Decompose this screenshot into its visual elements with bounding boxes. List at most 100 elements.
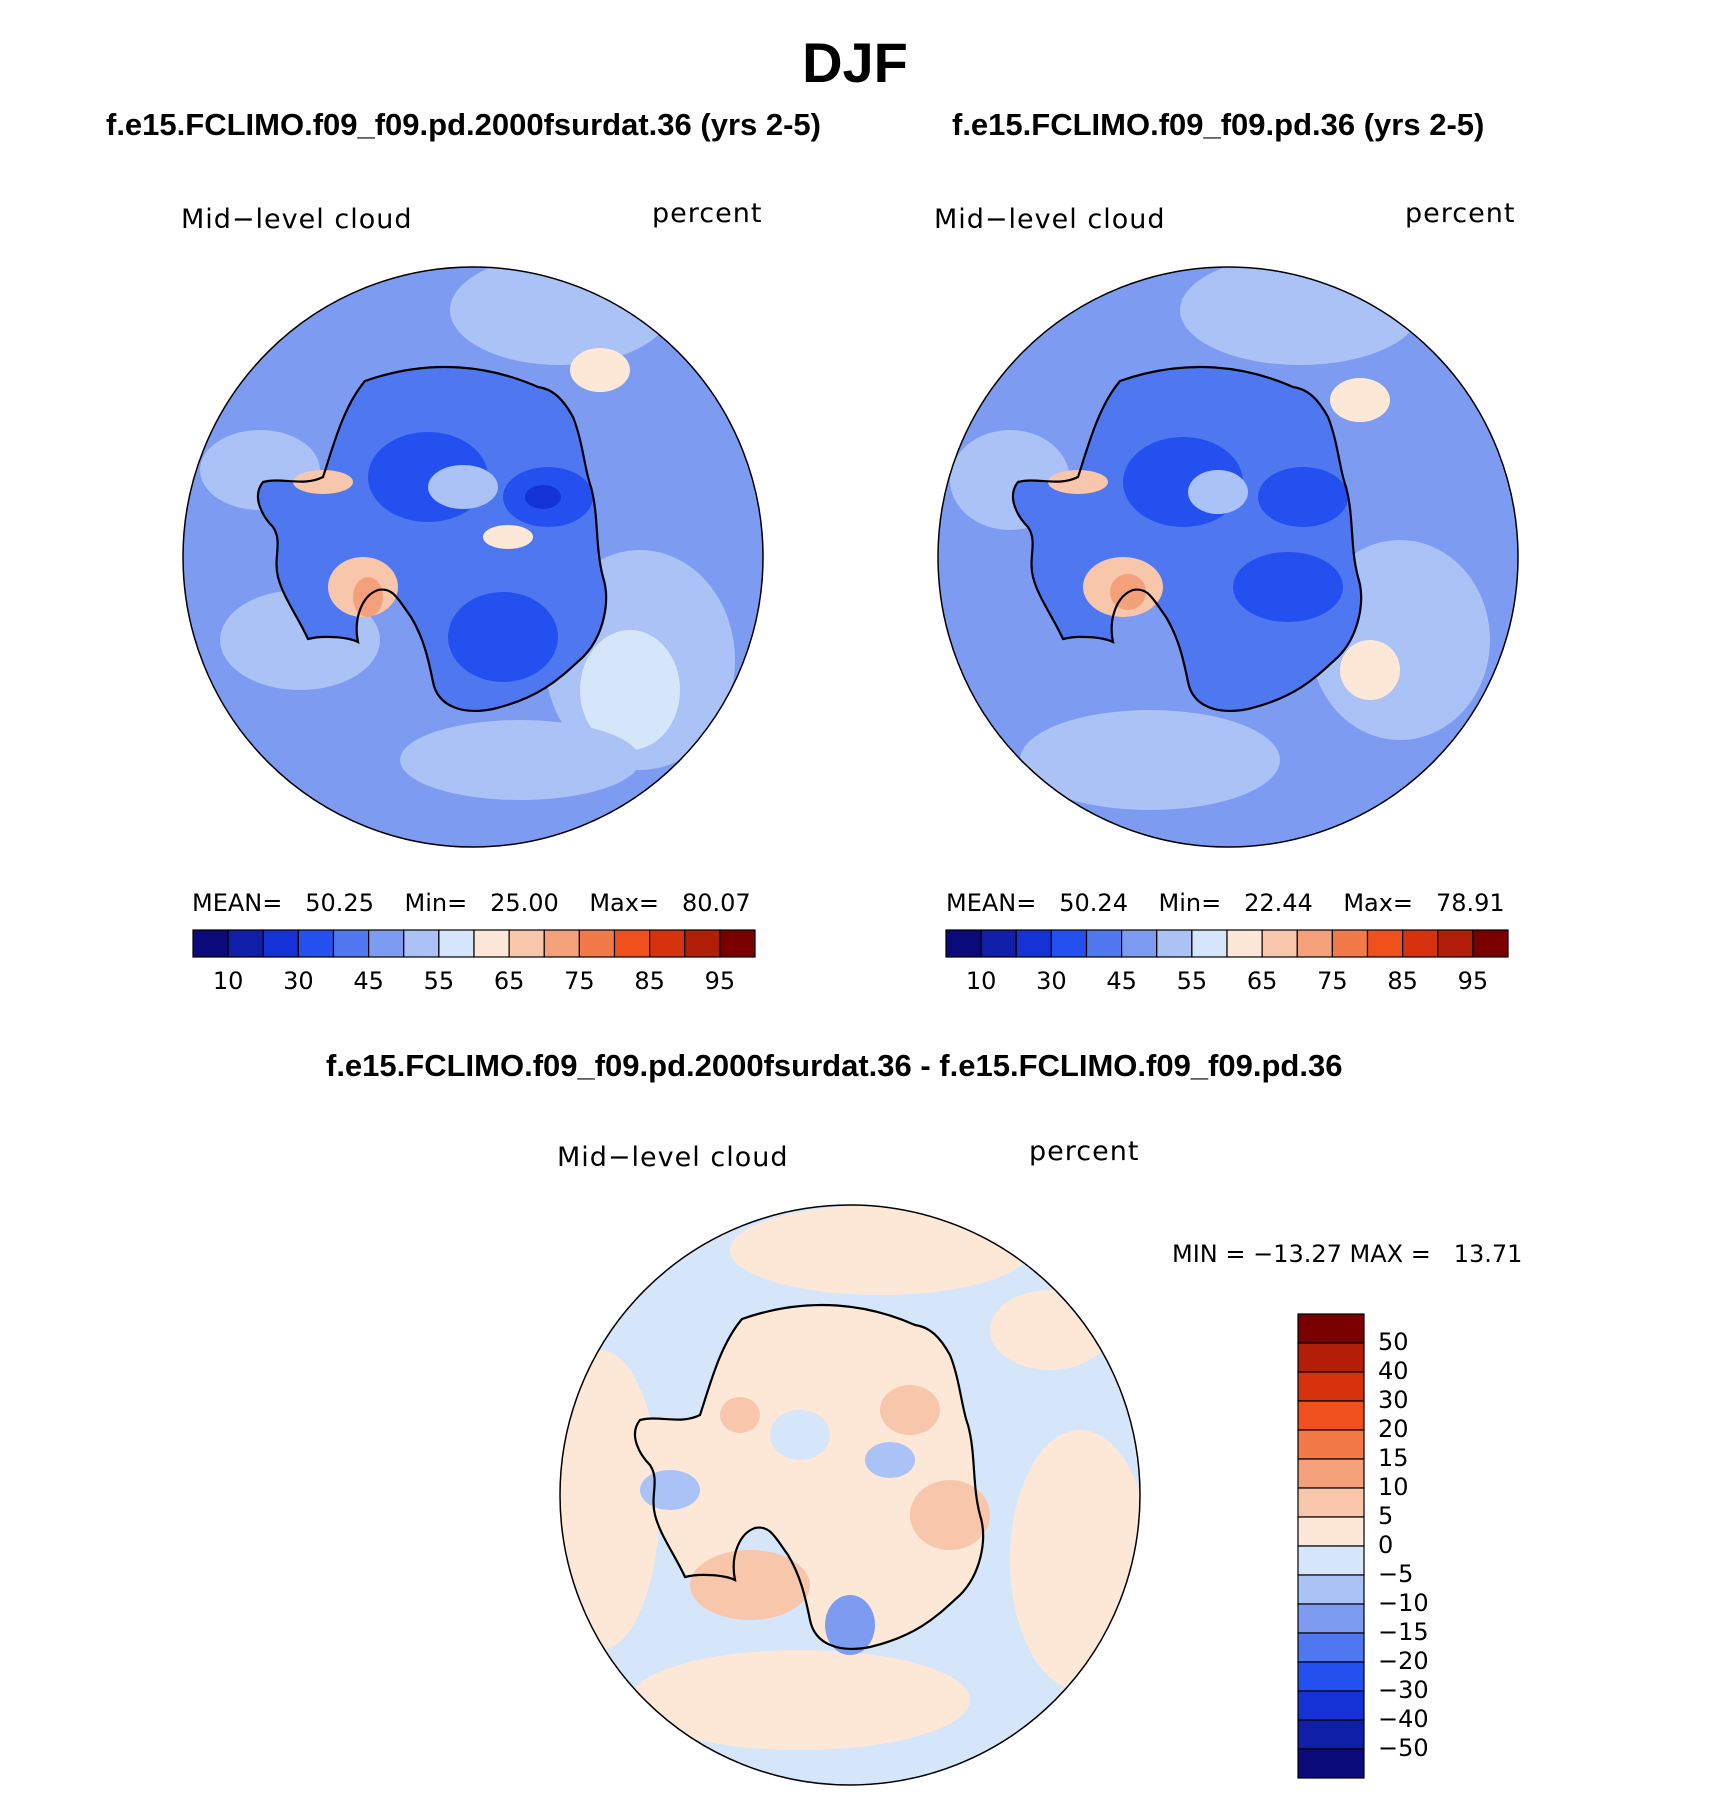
colorbar-tick-label: 95 <box>704 967 736 995</box>
colorbar-tick-label: −50 <box>1378 1734 1429 1762</box>
mean-value: 50.24 <box>1059 889 1128 917</box>
colorbar-tick-label: 10 <box>1378 1473 1409 1501</box>
map-left <box>182 266 764 848</box>
colorbar-swatch <box>368 929 405 958</box>
colorbar-swatch <box>1191 929 1228 958</box>
colorbar-swatch <box>945 929 982 958</box>
diff-minmax: MIN = −13.27 MAX = 13.71 <box>1172 1240 1523 1268</box>
stats-right: MEAN= 50.24 Min= 22.44 Max= 78.91 <box>946 889 1505 917</box>
colorbar-swatch <box>1366 929 1404 958</box>
colorbar-swatch <box>1261 929 1298 958</box>
colorbar-swatch <box>1297 1603 1365 1634</box>
colorbar-swatch <box>1297 1545 1365 1576</box>
colorbar-swatch <box>1472 929 1509 958</box>
colorbar-swatch <box>192 929 229 958</box>
colorbar-swatch <box>1297 1371 1365 1402</box>
colorbar-swatch <box>684 929 721 958</box>
colorbar-swatch <box>1402 929 1439 958</box>
colorbar-swatch <box>543 929 580 958</box>
colorbar-swatch <box>473 929 510 958</box>
variable-label-right: Mid−level cloud <box>934 204 1166 235</box>
case-title-left: f.e15.FCLIMO.f09_f09.pd.2000fsurdat.36 (… <box>106 107 821 142</box>
colorbar-tick-label: 85 <box>634 967 665 995</box>
min-value: 22.44 <box>1244 889 1313 917</box>
min-label: Min= <box>404 889 468 917</box>
colorbar-tick-label: −5 <box>1378 1560 1414 1588</box>
colorbar-swatch <box>403 929 440 958</box>
colorbar-tick-label: 75 <box>564 967 595 995</box>
page-title: DJF <box>802 31 908 94</box>
diff-variable-label: Mid−level cloud <box>557 1142 789 1173</box>
colorbar-tick-label: 50 <box>1378 1328 1409 1356</box>
colorbar-tick-label: 10 <box>965 967 997 995</box>
colorbar-tick-label: 30 <box>1036 967 1067 995</box>
colorbar-diff <box>1297 1313 1365 1779</box>
colorbar-swatch <box>719 929 756 958</box>
stats-left: MEAN= 50.25 Min= 25.00 Max= 80.07 <box>192 889 751 917</box>
colorbar-tick-label: −30 <box>1378 1676 1429 1704</box>
mean-value: 50.25 <box>305 889 374 917</box>
map-right <box>937 266 1519 848</box>
colorbar-tick-label: −40 <box>1378 1705 1429 1733</box>
colorbar-right <box>945 929 1509 958</box>
colorbar-tick-label: 85 <box>1387 967 1418 995</box>
colorbar-tick-label: 15 <box>1378 1444 1409 1472</box>
colorbar-swatch <box>1297 1690 1365 1721</box>
colorbar-swatch <box>649 929 686 958</box>
colorbar-left <box>192 929 756 958</box>
units-label-left: percent <box>652 198 763 229</box>
colorbar-tick-label: 40 <box>1378 1357 1409 1385</box>
colorbar-swatch <box>332 929 370 958</box>
diff-case-title: f.e15.FCLIMO.f09_f09.pd.2000fsurdat.36 -… <box>326 1048 1343 1083</box>
colorbar-swatch <box>1226 929 1263 958</box>
colorbar-swatch <box>297 929 335 958</box>
max-value: 80.07 <box>681 889 751 917</box>
colorbar-swatch <box>1156 929 1193 958</box>
colorbar-tick-label: 5 <box>1378 1502 1394 1530</box>
colorbar-tick-label: 45 <box>1106 967 1137 995</box>
colorbar-tick-label: 20 <box>1378 1415 1409 1443</box>
max-label: Max= <box>1343 889 1414 917</box>
colorbar-tick-label: 30 <box>283 967 314 995</box>
min-value: 25.00 <box>490 889 559 917</box>
colorbar-swatch <box>1297 1429 1365 1460</box>
colorbar-swatch <box>1297 1574 1365 1605</box>
colorbar-swatch <box>262 929 299 958</box>
colorbar-swatch <box>1297 1400 1365 1431</box>
map-diff <box>559 1204 1141 1786</box>
diff-units-label: percent <box>1029 1136 1140 1167</box>
max-label: Max= <box>589 889 660 917</box>
colorbar-swatch <box>1297 1516 1365 1547</box>
colorbar-tick-label: 65 <box>493 967 525 995</box>
colorbar-swatch <box>1331 929 1369 958</box>
colorbar-swatch <box>1297 1632 1365 1663</box>
colorbar-tick-label: 45 <box>353 967 384 995</box>
colorbar-tick-label: 75 <box>1317 967 1348 995</box>
colorbar-tick-label: 65 <box>1246 967 1278 995</box>
colorbar-swatch <box>508 929 545 958</box>
units-label-right: percent <box>1405 198 1516 229</box>
mean-label: MEAN= <box>946 889 1037 917</box>
colorbar-swatch <box>1297 1487 1365 1518</box>
colorbar-swatch <box>578 929 616 958</box>
colorbar-swatch <box>1121 929 1158 958</box>
colorbar-swatch <box>1050 929 1088 958</box>
variable-label-left: Mid−level cloud <box>181 204 413 235</box>
colorbar-tick-label: −10 <box>1378 1589 1429 1617</box>
colorbar-swatch <box>1297 1342 1365 1373</box>
colorbar-tick-label: 95 <box>1457 967 1489 995</box>
colorbar-tick-label: 10 <box>212 967 244 995</box>
colorbar-swatch <box>980 929 1017 958</box>
colorbar-swatch <box>613 929 651 958</box>
max-value: 78.91 <box>1435 889 1505 917</box>
min-label: Min= <box>1158 889 1222 917</box>
colorbar-swatch <box>1015 929 1052 958</box>
colorbar-swatch <box>1297 1719 1365 1750</box>
colorbar-tick-label: 0 <box>1378 1531 1394 1559</box>
colorbar-swatch <box>1437 929 1474 958</box>
case-title-right: f.e15.FCLIMO.f09_f09.pd.36 (yrs 2-5) <box>952 107 1485 142</box>
colorbar-swatch <box>1297 1661 1365 1692</box>
colorbar-tick-label: −15 <box>1378 1618 1429 1646</box>
colorbar-swatch <box>1297 1458 1365 1489</box>
